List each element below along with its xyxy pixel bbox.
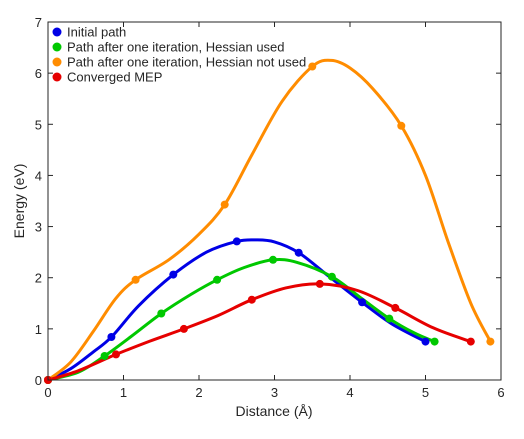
y-tick-label: 2 bbox=[35, 271, 42, 286]
data-point-s2-3 bbox=[308, 62, 317, 71]
data-point-s1-7 bbox=[430, 337, 439, 346]
data-point-s2-4 bbox=[397, 121, 406, 130]
x-tick-label: 2 bbox=[195, 385, 202, 400]
data-point-s3-2 bbox=[179, 324, 188, 333]
data-point-s1-6 bbox=[385, 314, 394, 323]
legend-marker-0 bbox=[52, 27, 62, 37]
y-tick-label: 1 bbox=[35, 322, 42, 337]
data-point-s0-4 bbox=[294, 248, 303, 257]
legend-label-1: Path after one iteration, Hessian used bbox=[67, 40, 285, 55]
data-point-s3-4 bbox=[315, 279, 324, 288]
y-tick-label: 0 bbox=[35, 373, 42, 388]
x-tick-label: 1 bbox=[120, 385, 127, 400]
data-point-s2-5 bbox=[486, 337, 495, 346]
y-tick-label: 3 bbox=[35, 220, 42, 235]
data-point-s1-2 bbox=[157, 309, 166, 318]
y-tick-label: 7 bbox=[35, 15, 42, 30]
data-point-s3-3 bbox=[247, 295, 256, 304]
x-tick-label: 6 bbox=[497, 385, 504, 400]
y-tick-label: 5 bbox=[35, 117, 42, 132]
data-point-s3-1 bbox=[112, 350, 120, 359]
data-point-s3-6 bbox=[466, 337, 475, 346]
data-point-s0-2 bbox=[169, 270, 178, 279]
data-point-s0-6 bbox=[421, 337, 430, 346]
legend-marker-1 bbox=[52, 42, 62, 52]
legend-marker-2 bbox=[52, 57, 62, 67]
x-tick-label: 5 bbox=[422, 385, 429, 400]
data-point-s1-1 bbox=[100, 352, 109, 360]
legend-label-2: Path after one iteration, Hessian not us… bbox=[67, 55, 306, 70]
series-line-2 bbox=[46, 58, 492, 382]
data-point-s1-3 bbox=[213, 275, 222, 284]
y-tick-label: 6 bbox=[35, 66, 42, 81]
legend-label-0: Initial path bbox=[67, 25, 126, 40]
legend-label-3: Converged MEP bbox=[67, 70, 162, 85]
data-point-s0-3 bbox=[232, 237, 241, 246]
x-axis-label: Distance (Å) bbox=[235, 403, 312, 419]
data-point-s2-1 bbox=[131, 275, 140, 284]
data-point-s0-5 bbox=[358, 298, 367, 307]
series-line-1 bbox=[46, 257, 437, 382]
y-axis-label: Energy (eV) bbox=[11, 164, 27, 239]
legend-marker-3 bbox=[52, 72, 62, 82]
series-curves bbox=[46, 58, 492, 382]
data-point-s3-5 bbox=[391, 303, 400, 312]
data-point-s0-1 bbox=[107, 333, 116, 341]
y-tick-label: 4 bbox=[35, 168, 42, 183]
x-tick-label: 0 bbox=[44, 385, 51, 400]
y-axis-ticks: 0 1 2 3 4 5 6 7 bbox=[35, 15, 501, 388]
x-tick-label: 4 bbox=[346, 385, 353, 400]
data-point-s1-4 bbox=[269, 255, 277, 264]
data-point-s2-2 bbox=[220, 200, 229, 209]
series-markers bbox=[44, 62, 495, 384]
x-axis-ticks: 0 1 2 3 4 5 6 bbox=[44, 22, 505, 400]
data-point-s1-5 bbox=[327, 272, 336, 281]
x-tick-label: 3 bbox=[271, 385, 278, 400]
